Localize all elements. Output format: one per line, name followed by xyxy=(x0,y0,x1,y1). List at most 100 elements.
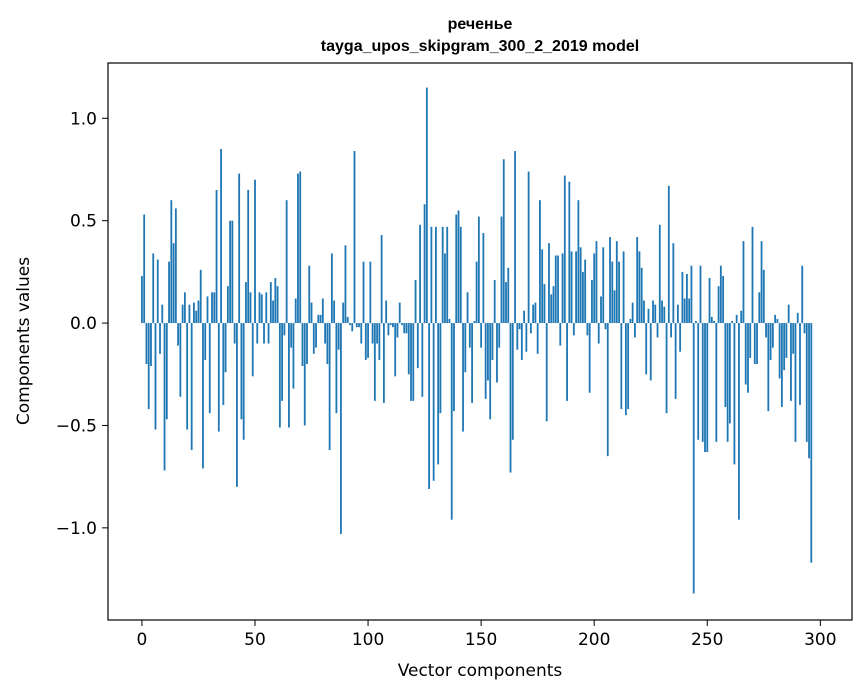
bar-component-215 xyxy=(627,323,630,410)
bar-component-163 xyxy=(509,323,512,473)
bar-component-55 xyxy=(265,292,268,324)
bar-component-117 xyxy=(405,323,408,334)
bar-component-170 xyxy=(525,323,528,352)
bar-component-245 xyxy=(695,321,697,324)
y-tick-label: −1.0 xyxy=(56,519,97,539)
bar-component-40 xyxy=(231,220,234,324)
bar-component-83 xyxy=(328,323,331,451)
bar-component-122 xyxy=(416,323,419,369)
bar-component-232 xyxy=(665,323,668,414)
bar-component-203 xyxy=(600,296,602,324)
bar-component-73 xyxy=(306,323,308,365)
bar-component-150 xyxy=(480,323,483,348)
bar-component-90 xyxy=(344,245,347,324)
bar-component-211 xyxy=(618,261,620,324)
bar-component-271 xyxy=(753,323,756,365)
bar-component-85 xyxy=(333,300,336,324)
bar-component-143 xyxy=(464,323,467,373)
y-tick-label: 0.0 xyxy=(70,314,97,334)
bar-component-149 xyxy=(477,216,480,324)
bar-component-30 xyxy=(208,323,211,414)
y-tick-label: −0.5 xyxy=(56,416,97,436)
bar-component-251 xyxy=(708,278,711,324)
bar-component-256 xyxy=(719,265,722,324)
bar-component-78 xyxy=(317,314,320,324)
bar-component-140 xyxy=(457,210,460,324)
bar-component-136 xyxy=(448,318,451,324)
bar-component-167 xyxy=(518,323,521,330)
bar-component-267 xyxy=(744,323,747,385)
bar-component-262 xyxy=(733,323,736,465)
bar-component-173 xyxy=(532,304,535,324)
bar-component-44 xyxy=(240,323,243,420)
bar-component-250 xyxy=(706,323,709,453)
bar-component-223 xyxy=(645,323,648,375)
bar-component-133 xyxy=(441,226,444,324)
bar-component-240 xyxy=(683,298,686,324)
bar-component-213 xyxy=(622,251,625,324)
bar-component-239 xyxy=(681,271,684,324)
bar-component-112 xyxy=(394,323,397,377)
bar-component-218 xyxy=(634,323,636,338)
bar-component-269 xyxy=(749,323,752,358)
bar-component-289 xyxy=(794,323,797,442)
y-axis-ticks: −1.0 −0.5 0.0 0.5 1.0 xyxy=(56,109,108,539)
bar-component-7 xyxy=(156,259,159,324)
bar-component-152 xyxy=(484,323,487,399)
bar-component-22 xyxy=(190,323,193,451)
bar-component-62 xyxy=(281,323,284,401)
bar-component-238 xyxy=(679,323,682,352)
bar-component-252 xyxy=(710,316,713,324)
bar-component-13 xyxy=(170,200,173,324)
bar-component-196 xyxy=(584,259,587,324)
bar-component-172 xyxy=(529,323,532,334)
bar-component-0 xyxy=(141,275,143,324)
x-axis-label: Vector components xyxy=(398,661,563,681)
bar-component-130 xyxy=(435,226,437,324)
bar-component-219 xyxy=(636,237,639,324)
bar-component-101 xyxy=(369,261,372,324)
bar-component-221 xyxy=(640,267,643,324)
bar-component-184 xyxy=(557,255,559,324)
bar-component-142 xyxy=(462,323,464,432)
bar-component-86 xyxy=(335,323,338,414)
bar-component-209 xyxy=(613,290,616,324)
bar-component-195 xyxy=(581,271,584,324)
bar-component-253 xyxy=(713,321,715,324)
bar-component-105 xyxy=(378,323,381,360)
bar-component-14 xyxy=(172,243,175,324)
bar-component-58 xyxy=(272,300,274,324)
bar-component-200 xyxy=(593,253,596,324)
bar-component-60 xyxy=(276,286,279,324)
bar-component-18 xyxy=(181,304,184,324)
bar-component-74 xyxy=(308,265,311,324)
bar-component-100 xyxy=(367,323,369,358)
bar-component-80 xyxy=(321,298,324,324)
bar-component-234 xyxy=(670,323,672,338)
bar-component-160 xyxy=(502,159,505,324)
bar-component-144 xyxy=(466,292,469,324)
bar-component-181 xyxy=(550,294,553,324)
bar-component-27 xyxy=(202,323,204,469)
bar-component-258 xyxy=(724,323,727,408)
bar-component-275 xyxy=(762,269,765,324)
bar-component-145 xyxy=(468,323,471,348)
bar-component-190 xyxy=(570,251,573,324)
bar-component-242 xyxy=(688,298,691,324)
bar-component-107 xyxy=(382,323,385,403)
bar-component-210 xyxy=(615,241,618,324)
x-tick-label: 150 xyxy=(465,630,497,650)
bar-component-225 xyxy=(649,323,652,381)
bar-component-71 xyxy=(301,323,304,367)
bar-component-41 xyxy=(233,323,236,344)
bar-component-212 xyxy=(620,323,623,410)
bar-component-268 xyxy=(747,323,749,393)
bar-component-123 xyxy=(419,224,421,324)
bar-component-94 xyxy=(353,151,356,324)
bar-component-294 xyxy=(805,323,808,442)
x-axis-ticks: 0 50 100 150 200 250 300 xyxy=(137,620,837,650)
bar-component-293 xyxy=(803,323,806,334)
bar-component-273 xyxy=(758,292,761,324)
bar-component-162 xyxy=(507,267,510,324)
bar-component-158 xyxy=(498,323,501,348)
